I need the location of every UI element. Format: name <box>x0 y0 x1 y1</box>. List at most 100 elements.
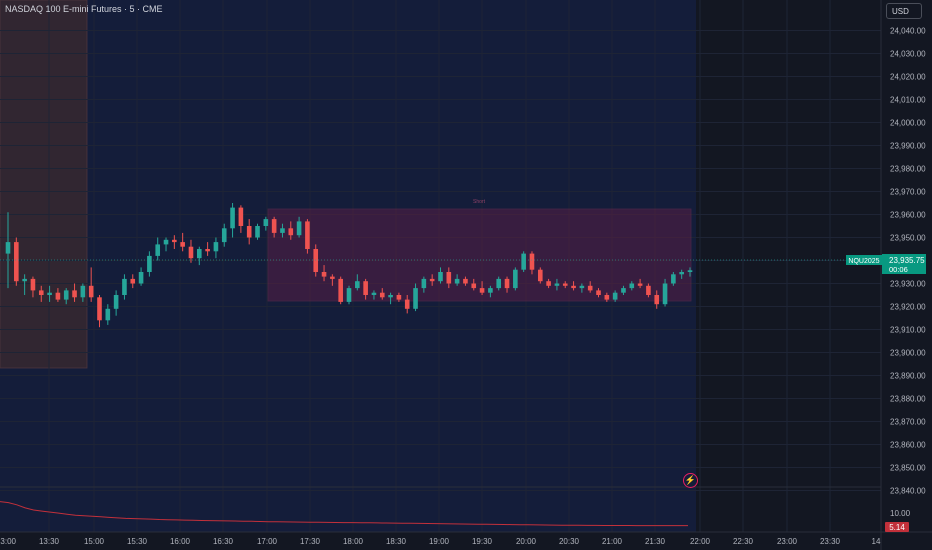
candle <box>321 265 327 282</box>
candle-body <box>5 242 11 254</box>
candle <box>238 205 244 233</box>
candle <box>413 283 418 312</box>
candle <box>521 251 526 272</box>
candle-body <box>72 290 77 298</box>
candle <box>296 216 302 238</box>
candle-body <box>205 249 210 252</box>
price-axis-label: 23,880.00 <box>890 395 926 404</box>
candle <box>562 281 568 289</box>
candle <box>155 237 161 261</box>
candle-body <box>172 239 177 243</box>
candle-body <box>113 295 119 309</box>
time-axis-label: 16:00 <box>170 537 191 546</box>
time-axis-label: 17:30 <box>300 537 321 546</box>
time-axis-label: 23:00 <box>777 537 798 546</box>
candle <box>63 288 69 305</box>
candle-body <box>221 228 227 243</box>
time-axis-label: 20:30 <box>559 537 580 546</box>
candle-body <box>30 278 36 291</box>
candle-body <box>604 295 610 300</box>
price-axis-label: 23,920.00 <box>890 303 926 312</box>
candle <box>80 283 86 302</box>
candle-body <box>22 278 27 282</box>
candle-body <box>263 219 269 226</box>
candle <box>230 203 235 238</box>
candle <box>596 288 601 298</box>
symbol-tag-text: NQU2025 <box>848 258 879 265</box>
candle <box>646 283 651 298</box>
candle-body <box>296 221 302 236</box>
time-axis-label: 19:00 <box>429 537 450 546</box>
candle <box>313 244 319 277</box>
candle-body <box>463 278 468 284</box>
candle-body <box>388 295 393 298</box>
candle <box>147 251 152 277</box>
candle <box>654 290 660 309</box>
time-axis-label: 19:30 <box>472 537 493 546</box>
candle <box>429 274 435 286</box>
candle <box>246 219 252 245</box>
time-axis-label: 17:00 <box>257 537 278 546</box>
candle-body <box>122 278 127 295</box>
price-axis-label: 23,950.00 <box>890 234 926 243</box>
candle-body <box>280 228 285 233</box>
candle-body <box>80 285 86 298</box>
candle-body <box>521 253 526 270</box>
candle-body <box>130 278 136 284</box>
price-axis-label: 24,030.00 <box>890 50 926 59</box>
price-axis-label: 23,870.00 <box>890 418 926 427</box>
time-axis-label: 18:00 <box>343 537 364 546</box>
candle <box>72 283 77 302</box>
currency-button[interactable]: USD <box>886 3 922 19</box>
candle <box>280 223 285 238</box>
candle <box>172 235 177 249</box>
price-axis-label: 24,020.00 <box>890 73 926 82</box>
candle-body <box>612 292 618 300</box>
candle <box>196 246 202 266</box>
candle <box>22 274 27 295</box>
time-axis-label: 15:30 <box>127 537 148 546</box>
candle <box>379 288 385 300</box>
candle-body <box>654 295 660 305</box>
candle-body <box>338 278 343 302</box>
candle-body <box>454 278 460 284</box>
candle <box>30 276 36 298</box>
price-axis-label: 24,000.00 <box>890 119 926 128</box>
candle <box>463 276 468 286</box>
volume-value-text: 5.14 <box>889 523 905 532</box>
candle-body <box>255 226 260 238</box>
candle <box>97 295 102 328</box>
time-axis[interactable]: 13:00 13:30 15:00 15:30 16:00 16:30 17:00 17:30… <box>0 537 881 546</box>
chart-title[interactable]: NASDAQ 100 E-mini Futures · 5 · CME <box>5 4 163 14</box>
lightning-icon[interactable]: ⚡ <box>683 473 698 488</box>
volume-line <box>0 501 688 527</box>
candle <box>221 223 227 247</box>
candle <box>479 281 485 295</box>
candle-body <box>421 278 427 289</box>
candle-body <box>155 244 161 256</box>
candle-body <box>346 288 352 302</box>
candle-body <box>238 207 244 226</box>
candle <box>122 274 127 300</box>
candle-body <box>188 246 194 259</box>
price-axis-label: 24,040.00 <box>890 27 926 36</box>
candle-body <box>504 278 510 289</box>
volume-value-tag <box>885 522 909 532</box>
time-axis-label: 13:00 <box>0 537 17 546</box>
candle <box>488 285 493 298</box>
candle <box>55 288 61 302</box>
candle-body <box>671 274 676 284</box>
candle <box>446 267 452 289</box>
short-zone-label: Short <box>473 199 486 205</box>
candle <box>305 219 310 254</box>
price-axis-label: 24,010.00 <box>890 96 926 105</box>
candle <box>163 237 169 252</box>
candle-body <box>579 285 585 289</box>
last-price-text: 23,935.75 <box>889 256 925 265</box>
candle-body <box>413 288 418 309</box>
short-position-zone[interactable] <box>267 208 692 302</box>
price-axis-label: 23,980.00 <box>890 165 926 174</box>
candle-body <box>196 249 202 259</box>
